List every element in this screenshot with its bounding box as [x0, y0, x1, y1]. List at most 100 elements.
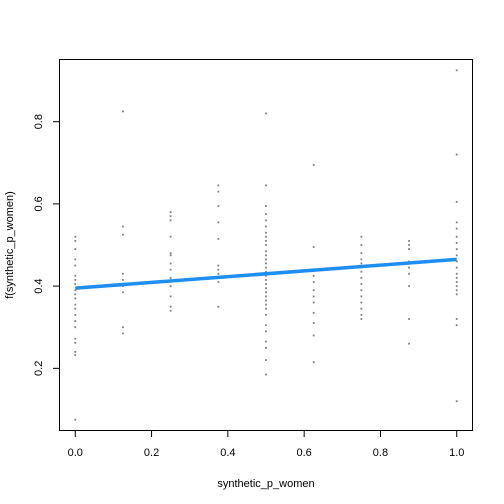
data-point — [122, 279, 124, 281]
data-point — [265, 295, 267, 298]
data-point — [169, 268, 172, 271]
x-tick-label: 1.0 — [449, 447, 464, 459]
data-point — [265, 250, 267, 253]
data-point — [122, 326, 124, 329]
data-point — [217, 184, 220, 187]
data-point — [360, 313, 363, 316]
data-point — [408, 285, 410, 288]
data-point — [455, 248, 458, 251]
y-tick-label: 0.2 — [33, 361, 45, 376]
data-point — [74, 248, 77, 251]
data-point — [360, 252, 363, 255]
data-point — [455, 289, 458, 292]
data-point — [312, 281, 315, 283]
data-point — [408, 318, 410, 320]
x-tick-label: 0.8 — [373, 447, 388, 459]
data-point — [217, 221, 220, 224]
data-point — [265, 254, 267, 257]
data-point — [360, 283, 363, 285]
data-point — [360, 262, 363, 265]
data-point — [455, 227, 458, 230]
data-point — [169, 262, 172, 265]
y-tick-label: 0.6 — [33, 196, 45, 211]
data-point — [74, 274, 77, 277]
data-point — [74, 326, 77, 329]
data-point — [74, 258, 77, 261]
data-point — [312, 289, 315, 292]
data-point — [265, 303, 267, 306]
data-point — [312, 311, 315, 314]
data-point — [360, 235, 363, 238]
data-point — [455, 153, 458, 156]
data-point — [169, 219, 172, 222]
data-point — [265, 359, 267, 362]
data-point — [408, 266, 410, 269]
data-point — [312, 361, 315, 364]
x-axis-label: synthetic_p_women — [217, 478, 314, 490]
data-point — [74, 354, 77, 357]
data-point — [265, 258, 267, 261]
data-point — [455, 324, 458, 327]
data-point — [455, 266, 458, 269]
data-point — [169, 215, 172, 218]
data-point — [217, 205, 220, 207]
data-point — [360, 289, 363, 292]
data-point — [312, 322, 315, 325]
data-point — [455, 285, 458, 288]
data-point — [455, 235, 458, 238]
x-axis: 0.0 0.2 0.4 0.6 0.8 1.0 — [68, 430, 464, 459]
data-point — [74, 293, 77, 296]
data-point — [74, 337, 77, 340]
data-point — [265, 205, 267, 207]
data-point — [265, 340, 267, 343]
data-point — [265, 225, 267, 228]
y-tick-label: 0.8 — [33, 114, 45, 129]
data-point — [265, 239, 267, 242]
data-point — [265, 231, 267, 234]
data-point — [74, 279, 77, 281]
data-point — [217, 305, 220, 308]
data-point — [360, 276, 363, 279]
data-point — [408, 272, 410, 275]
data-point — [74, 239, 77, 242]
data-point — [265, 270, 267, 273]
y-axis-label: f(synthetic_p_women) — [4, 191, 16, 299]
data-point — [312, 295, 315, 298]
data-point — [169, 285, 172, 288]
data-point — [217, 190, 220, 193]
data-point — [74, 341, 77, 344]
data-point — [122, 332, 124, 335]
data-point — [122, 233, 124, 236]
data-point — [455, 221, 458, 224]
data-point — [360, 270, 363, 273]
data-point — [408, 342, 410, 345]
data-point — [265, 262, 267, 265]
data-point — [265, 313, 267, 316]
data-point — [169, 254, 172, 257]
data-point — [455, 293, 458, 296]
data-point — [74, 283, 77, 285]
data-point — [455, 318, 458, 320]
data-point — [169, 235, 172, 238]
data-point — [217, 272, 220, 275]
fit-line — [75, 257, 457, 290]
data-point — [74, 289, 77, 292]
data-point — [265, 373, 267, 376]
y-tick-label: 0.4 — [33, 278, 45, 293]
data-point — [455, 400, 458, 403]
data-point — [360, 307, 363, 310]
data-point — [169, 252, 172, 255]
data-point — [265, 274, 267, 277]
x-tick-label: 0.2 — [144, 447, 159, 459]
data-point — [312, 163, 315, 166]
x-tick-label: 0.6 — [296, 447, 311, 459]
data-point — [265, 112, 267, 115]
data-point — [265, 291, 267, 294]
data-point — [74, 303, 77, 306]
data-point — [217, 237, 220, 240]
data-point — [265, 266, 267, 269]
data-point — [360, 295, 363, 298]
data-point — [455, 276, 458, 279]
data-point — [265, 346, 267, 349]
